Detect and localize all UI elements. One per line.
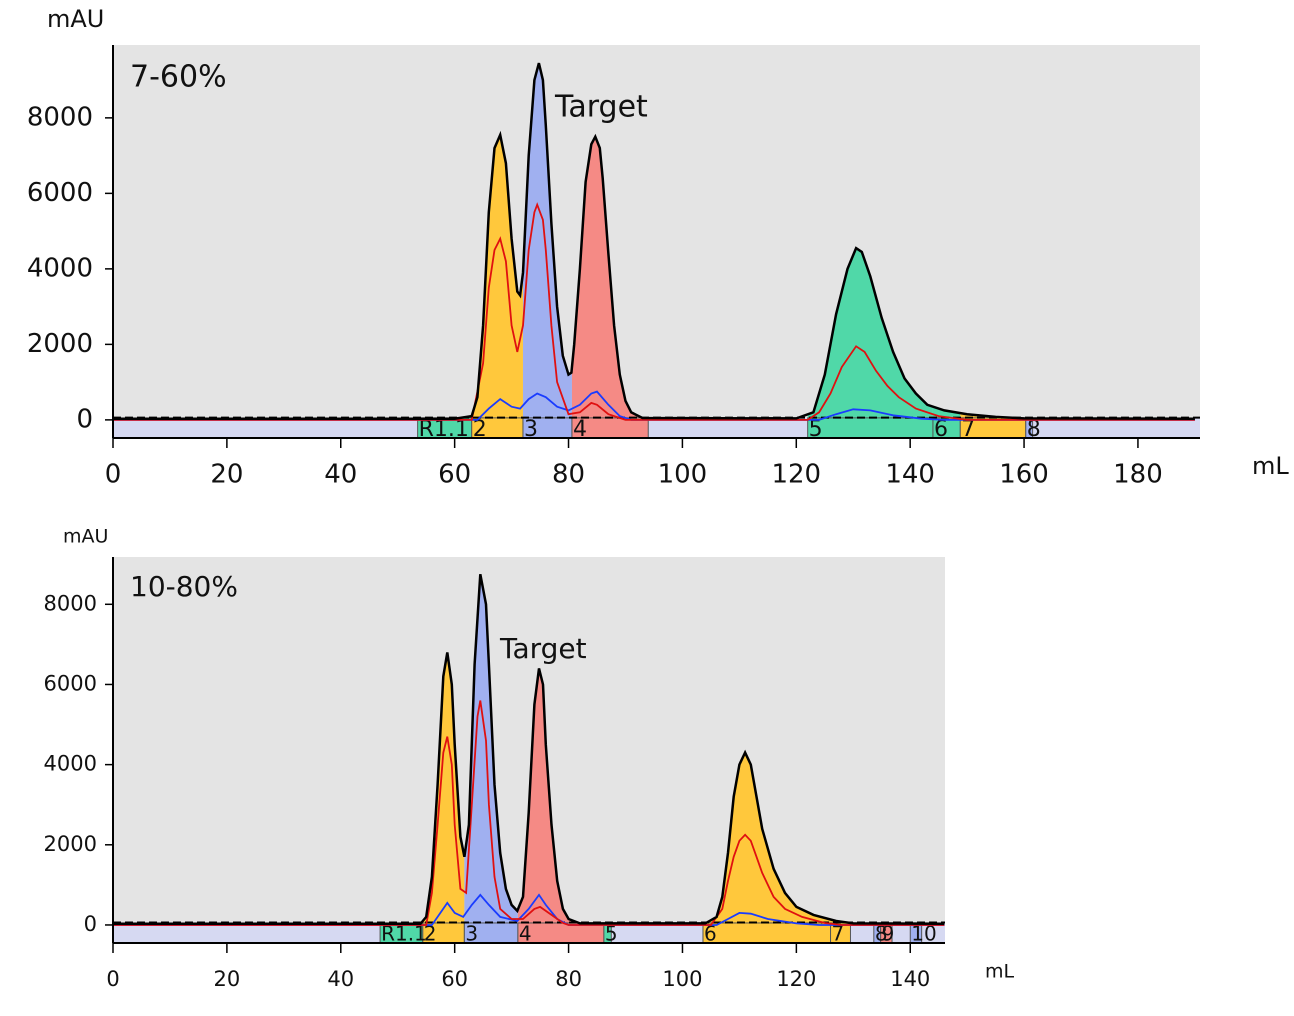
x-tick-label: 40	[324, 460, 357, 490]
fraction-area	[807, 248, 933, 420]
y-axis-label: mAU	[63, 526, 108, 548]
y-tick-label: 6000	[44, 671, 97, 695]
annotation: Target	[499, 632, 587, 665]
x-tick-label: 60	[438, 460, 471, 490]
x-tick-label: 120	[771, 460, 821, 490]
x-tick-label: 160	[999, 460, 1049, 490]
fraction-area	[464, 574, 518, 925]
annotation: Target	[554, 90, 648, 125]
plot-background	[113, 45, 1200, 438]
x-tick-label: 100	[662, 967, 702, 991]
fraction-label: 6	[934, 417, 948, 442]
y-tick-label: 8000	[44, 591, 97, 615]
x-tick-label: 20	[214, 967, 241, 991]
fraction-label: 8	[1027, 417, 1041, 442]
x-axis-label: mL	[1252, 452, 1289, 480]
y-axis-label: mAU	[47, 5, 104, 33]
fraction-label: 7	[832, 921, 845, 945]
fraction-label: 2	[424, 921, 437, 945]
fraction-label: 3	[524, 417, 538, 442]
y-tick-label: 2000	[44, 832, 97, 856]
x-tick-label: 80	[555, 967, 582, 991]
x-tick-label: 20	[210, 460, 243, 490]
fraction-label: 2	[473, 417, 487, 442]
x-tick-label: 180	[1113, 460, 1163, 490]
fraction-label: 4	[573, 417, 587, 442]
annotation: 7-60%	[130, 60, 227, 95]
x-tick-label: 100	[658, 460, 708, 490]
x-tick-label: 120	[776, 967, 816, 991]
x-tick-label: 0	[106, 967, 119, 991]
x-tick-label: 0	[105, 460, 122, 490]
y-tick-label: 8000	[27, 102, 93, 132]
fraction-box	[807, 417, 934, 439]
fraction-label: 5	[809, 417, 823, 442]
x-axis-label: mL	[985, 961, 1015, 983]
fraction-label: 8	[875, 921, 888, 945]
trace-line	[113, 390, 1195, 421]
y-tick-label: 4000	[27, 253, 93, 283]
y-tick-label: 0	[76, 404, 93, 434]
x-tick-label: 40	[327, 967, 354, 991]
x-tick-label: 60	[441, 967, 468, 991]
fraction-label: 9	[882, 921, 895, 945]
fraction-label: 3	[465, 921, 478, 945]
trace-line	[113, 62, 1195, 420]
x-tick-label: 80	[552, 460, 585, 490]
x-tick-label: 140	[890, 967, 930, 991]
y-tick-label: 6000	[27, 178, 93, 208]
y-tick-label: 2000	[27, 329, 93, 359]
trace-line	[113, 700, 945, 926]
fraction-area	[517, 668, 604, 925]
trace-line	[113, 893, 945, 926]
y-tick-label: 4000	[44, 752, 97, 776]
fraction-label: 7	[961, 417, 975, 442]
y-tick-label: 0	[84, 912, 97, 936]
x-tick-label: 140	[885, 460, 935, 490]
fraction-label: 5	[605, 921, 618, 945]
trace-line	[113, 202, 1195, 421]
trace-line	[113, 573, 945, 926]
annotation: 10-80%	[130, 570, 238, 603]
fraction-label: 6	[704, 921, 717, 945]
fraction-label: 4	[519, 921, 532, 945]
fraction-box	[702, 922, 832, 944]
